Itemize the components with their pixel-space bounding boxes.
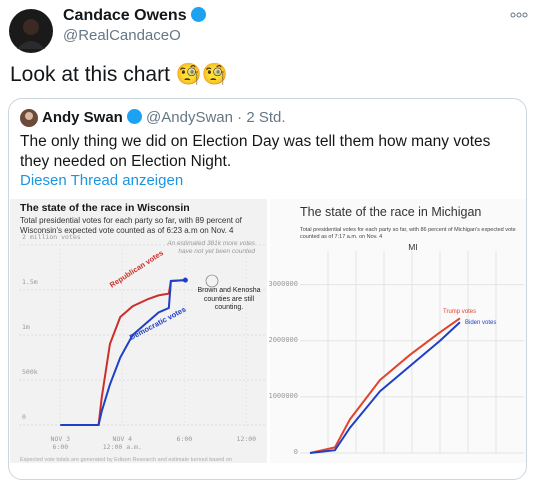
page: Candace Owens @RealCandaceO Look at this… [8, 7, 528, 480]
legend-label: Trump votes [443, 309, 477, 315]
legend-label: Biden votes [465, 320, 497, 326]
verified-badge [190, 7, 206, 22]
footnote: Expected vote totals are generated by Ed… [20, 457, 232, 463]
x-tick-label: 12:00 [236, 435, 257, 443]
y-tick-label: 3000000 [268, 279, 298, 288]
avatar[interactable] [9, 9, 53, 53]
series-line [309, 321, 461, 454]
more-menu[interactable] [510, 11, 528, 19]
author-row: Candace Owens [63, 7, 206, 25]
callout-ring [205, 274, 219, 288]
y-tick-label: 0 [22, 413, 26, 421]
panel-label: MI [408, 242, 418, 252]
y-tick-label: 1m [22, 323, 30, 331]
author-handle[interactable]: @RealCandaceO [63, 27, 181, 44]
y-tick-label: 500k [22, 368, 38, 376]
author-name[interactable]: Candace Owens [63, 7, 187, 24]
y-tick-label: 2 million votes [22, 233, 81, 241]
quote-author-row: Andy Swan @AndySwan · 2 Std. [42, 109, 286, 126]
series-line [60, 279, 186, 426]
quote-author-name: Andy Swan [42, 109, 123, 126]
quote-time: · 2 Std. [237, 109, 286, 126]
chart-title: The state of the race in Wisconsin [20, 202, 190, 214]
quote-avatar [20, 109, 38, 127]
end-dot [182, 277, 188, 283]
y-tick-label: 1.5m [22, 278, 38, 286]
chart-image [10, 199, 526, 463]
annotation: Brown and Kenosha counties are still cou… [197, 287, 261, 311]
verified-badge [126, 109, 142, 124]
panel-bg [270, 199, 526, 463]
series-line [309, 317, 461, 454]
tweet-text: Look at this chart 🧐🧐 [10, 63, 229, 86]
y-tick-label: 0 [293, 448, 298, 456]
x-tick-label: NOV 4 12:00 a.m. [102, 435, 142, 451]
quote-text: The only thing we did on Election Day wa… [20, 133, 491, 170]
y-tick-label: 1000000 [268, 391, 298, 400]
chart-subtitle: Total presidential votes for each party … [20, 216, 242, 235]
quote-handle: @AndySwan [146, 109, 233, 126]
chart-title: The state of the race in Michigan [300, 205, 482, 219]
annotation: An estimated 381k more votes have not ye… [167, 240, 255, 255]
y-tick-label: 2000000 [268, 335, 298, 344]
thread-link[interactable]: Diesen Thread anzeigen [20, 172, 184, 189]
x-tick-label: NOV 3 6:00 [50, 435, 71, 451]
chart-subtitle: Total presidential votes for each party … [300, 227, 516, 240]
x-tick-label: 6:00 [176, 435, 193, 443]
